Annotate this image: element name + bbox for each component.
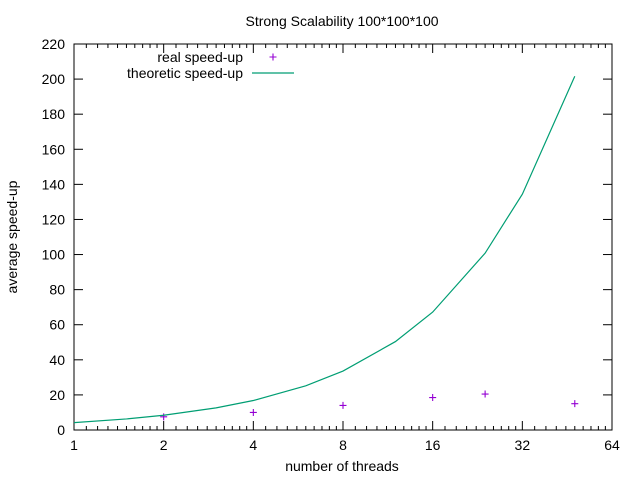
y-tick-label: 140	[42, 176, 66, 192]
x-tick-label: 32	[515, 437, 531, 453]
legend-label: theoretic speed-up	[127, 65, 243, 81]
x-axis-label: number of threads	[285, 458, 399, 474]
data-point-real	[429, 394, 437, 402]
x-tick-label: 8	[339, 437, 347, 453]
axis-ticks: 0 20 40 60 80 100 120 140 160 180 200 220 1 2 4 8 16 32 64	[42, 36, 620, 453]
plot-frame	[73, 43, 613, 431]
legend-marker-swatch	[269, 53, 277, 61]
y-tick-label: 100	[42, 247, 66, 263]
y-tick-label: 20	[49, 387, 65, 403]
y-tick-label: 160	[42, 141, 66, 157]
x-tick-label: 4	[249, 437, 257, 453]
data-series	[73, 76, 579, 424]
data-point-real	[249, 408, 257, 416]
data-point-real	[571, 400, 579, 408]
x-tick-label: 1	[70, 437, 78, 453]
y-tick-label: 200	[42, 71, 66, 87]
y-tick-label: 180	[42, 106, 66, 122]
legend-label: real speed-up	[157, 49, 243, 65]
y-tick-label: 220	[42, 36, 66, 52]
x-tick-label: 64	[604, 437, 620, 453]
x-tick-label: 16	[425, 437, 441, 453]
y-tick-label: 80	[49, 282, 65, 298]
y-tick-label: 40	[49, 352, 65, 368]
data-point-real	[481, 390, 489, 398]
y-tick-label: 60	[49, 317, 65, 333]
x-tick-label: 2	[160, 437, 168, 453]
y-tick-label: 0	[57, 422, 65, 438]
chart-title: Strong Scalability 100*100*100	[245, 13, 438, 29]
data-point-real	[160, 413, 168, 421]
y-tick-label: 120	[42, 211, 66, 227]
data-point-real	[339, 401, 347, 409]
series-line-theoretic	[73, 76, 576, 424]
y-axis-label: average speed-up	[4, 180, 20, 293]
